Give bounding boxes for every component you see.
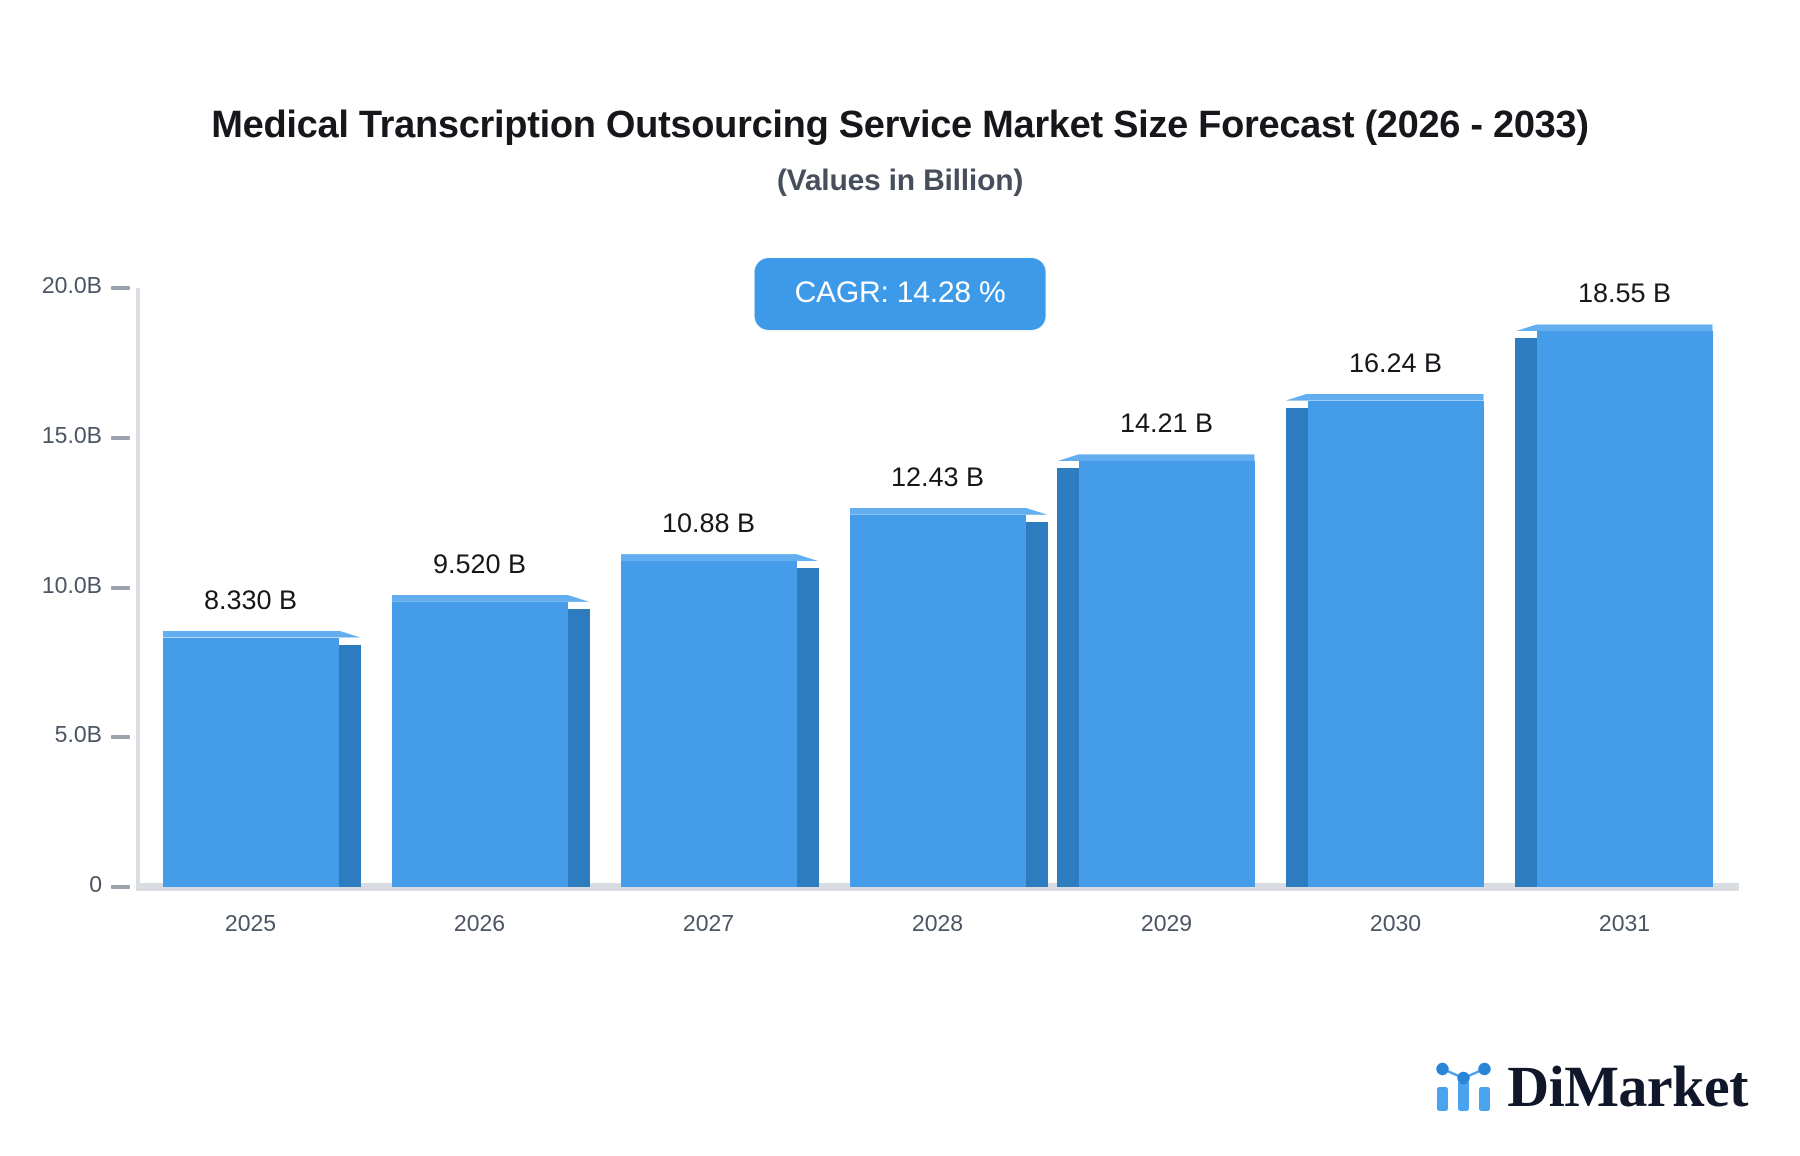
bar-top-face: [1514, 324, 1713, 332]
cagr-badge: CAGR: 14.28 %: [754, 258, 1046, 330]
bar-side-face: [567, 608, 590, 887]
x-axis-line: [136, 883, 1739, 891]
chart-subtitle: (Values in Billion): [776, 163, 1024, 197]
bar-top-face: [1285, 393, 1484, 401]
bar-3d[interactable]: 8.330 B: [162, 288, 361, 887]
x-axis-category-label: 2026: [453, 910, 506, 936]
y-axis-tick-label: 15.0B: [41, 421, 102, 448]
bar-value-label: 14.21 B: [1119, 408, 1214, 439]
bar-column[interactable]: 10.88 B: [620, 288, 819, 887]
y-axis-tick-label: 0: [89, 871, 102, 897]
bar-top-face: [621, 554, 819, 561]
bar-series: 8.330 B 9.520 B 10.88 B 12.43 B 14.21 B 16.24…: [136, 278, 1739, 887]
bar-side-face: [1025, 521, 1048, 887]
bar-side-face: [338, 644, 361, 887]
bar-top-face: [163, 631, 361, 638]
bar-side-face: [1514, 338, 1537, 887]
bar-front-face: [849, 514, 1026, 887]
bar-front-face: [1078, 461, 1255, 887]
bar-column[interactable]: 18.55 B: [1514, 278, 1713, 887]
bar-top-face: [850, 508, 1048, 515]
bar-3d[interactable]: 18.55 B: [1514, 278, 1713, 887]
bar-front-face: [391, 601, 568, 887]
logo-text: DiMarket: [1507, 1054, 1748, 1119]
bar-front-face: [620, 561, 797, 887]
bar-value-label: 12.43 B: [890, 461, 985, 492]
bar-value-label: 10.88 B: [661, 508, 756, 539]
y-axis-tick-mark: [111, 885, 130, 889]
bar-3d[interactable]: 12.43 B: [849, 288, 1048, 887]
bar-column[interactable]: 8.330 B: [162, 288, 361, 887]
chart-title: Medical Transcription Outsourcing Servic…: [211, 104, 1589, 146]
bar-value-label: 18.55 B: [1577, 278, 1672, 309]
bar-3d[interactable]: 16.24 B: [1285, 288, 1484, 887]
x-axis-category-label: 2028: [911, 910, 964, 936]
y-axis-tick-label: 20.0B: [41, 272, 102, 298]
bar-side-face: [1285, 407, 1308, 887]
y-axis-tick-label: 10.0B: [41, 571, 102, 598]
y-axis-tick-mark: [111, 286, 130, 290]
bar-column[interactable]: 16.24 B: [1285, 288, 1484, 887]
bar-value-label: 8.330 B: [203, 584, 298, 615]
dimarket-logo: DiMarket: [1435, 1058, 1748, 1116]
y-axis-tick-label: 5.0B: [54, 721, 102, 748]
title-block: Medical Transcription Outsourcing Servic…: [0, 104, 1800, 198]
bar-column[interactable]: 9.520 B: [391, 288, 590, 887]
y-axis-tick-mark: [111, 585, 130, 590]
x-axis-category-label: 2029: [1140, 910, 1193, 936]
bar-value-label: 9.520 B: [432, 548, 527, 579]
x-axis-category-label: 2030: [1369, 910, 1422, 936]
bar-chart-dots-icon: [1436, 1062, 1491, 1111]
bar-column[interactable]: 12.43 B: [849, 288, 1048, 887]
bar-front-face: [1307, 400, 1484, 887]
bar-side-face: [1056, 468, 1079, 887]
bar-front-face: [162, 637, 339, 887]
bar-3d[interactable]: 10.88 B: [620, 288, 819, 887]
bar-side-face: [796, 568, 819, 887]
bar-top-face: [392, 595, 590, 602]
x-axis-category-label: 2027: [682, 910, 735, 936]
bar-3d[interactable]: 14.21 B: [1056, 288, 1255, 887]
bar-top-face: [1056, 454, 1255, 462]
y-axis-tick-mark: [111, 735, 130, 740]
y-axis-line: [136, 288, 140, 887]
y-axis-tick-mark: [111, 435, 130, 440]
x-axis-category-label: 2031: [1598, 910, 1651, 936]
bar-value-label: 16.24 B: [1348, 347, 1443, 378]
x-axis-category-label: 2025: [224, 910, 277, 936]
bar-3d[interactable]: 9.520 B: [391, 288, 590, 887]
bar-column[interactable]: 14.21 B: [1056, 288, 1255, 887]
bar-front-face: [1536, 331, 1713, 887]
